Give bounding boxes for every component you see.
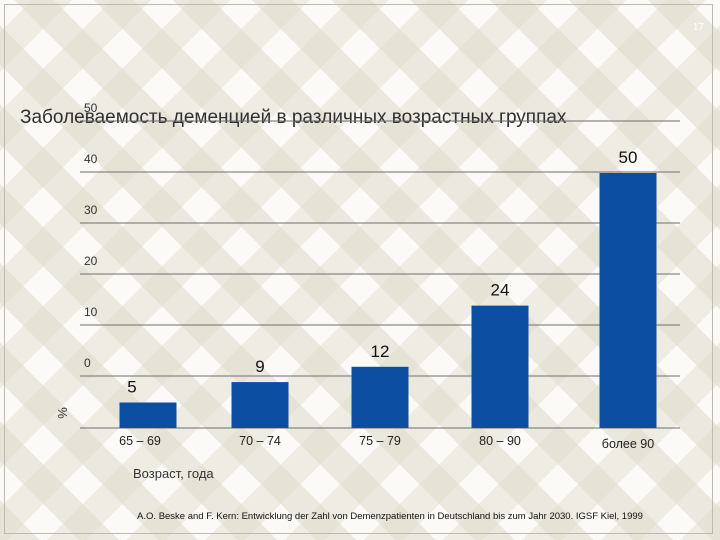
data-label: 5 [127, 378, 136, 397]
y-tick-label: 50 [84, 101, 98, 115]
x-category-label: 70 – 74 [239, 434, 281, 448]
data-label: 50 [619, 148, 638, 167]
data-label: 9 [255, 357, 264, 376]
y-tick-label: 30 [84, 203, 98, 217]
x-category-label: 65 – 69 [119, 434, 161, 448]
data-label: 24 [491, 281, 510, 300]
chart-title: Заболеваемость деменцией в различных воз… [20, 107, 567, 128]
bar [351, 366, 409, 428]
data-label: 12 [371, 342, 390, 361]
slide-frame [4, 4, 713, 534]
y-tick-labels: 0 10 20 30 40 50 [84, 101, 98, 370]
data-labels: 5 9 12 24 50 [127, 148, 637, 397]
bars [119, 173, 657, 428]
y-tick-label: 40 [84, 152, 98, 166]
bar [119, 402, 177, 428]
x-category-labels: 65 – 69 70 – 74 75 – 79 80 – 90 более 90 [119, 434, 654, 451]
bar [231, 382, 289, 428]
y-axis-label: % [55, 407, 70, 419]
x-axis-label: Возраст, года [133, 466, 214, 481]
source-footnote: A.O. Beske and F. Kern: Entwicklung der … [137, 511, 643, 522]
y-tick-label: 0 [84, 356, 91, 370]
bar [471, 305, 529, 428]
y-tick-label: 20 [84, 254, 98, 268]
slide-number: 17 [692, 22, 704, 33]
y-tick-label: 10 [84, 305, 98, 319]
x-category-label: 80 – 90 [479, 434, 521, 448]
bar [599, 173, 657, 428]
x-category-label: 75 – 79 [359, 434, 401, 448]
x-category-label: более 90 [602, 437, 654, 451]
